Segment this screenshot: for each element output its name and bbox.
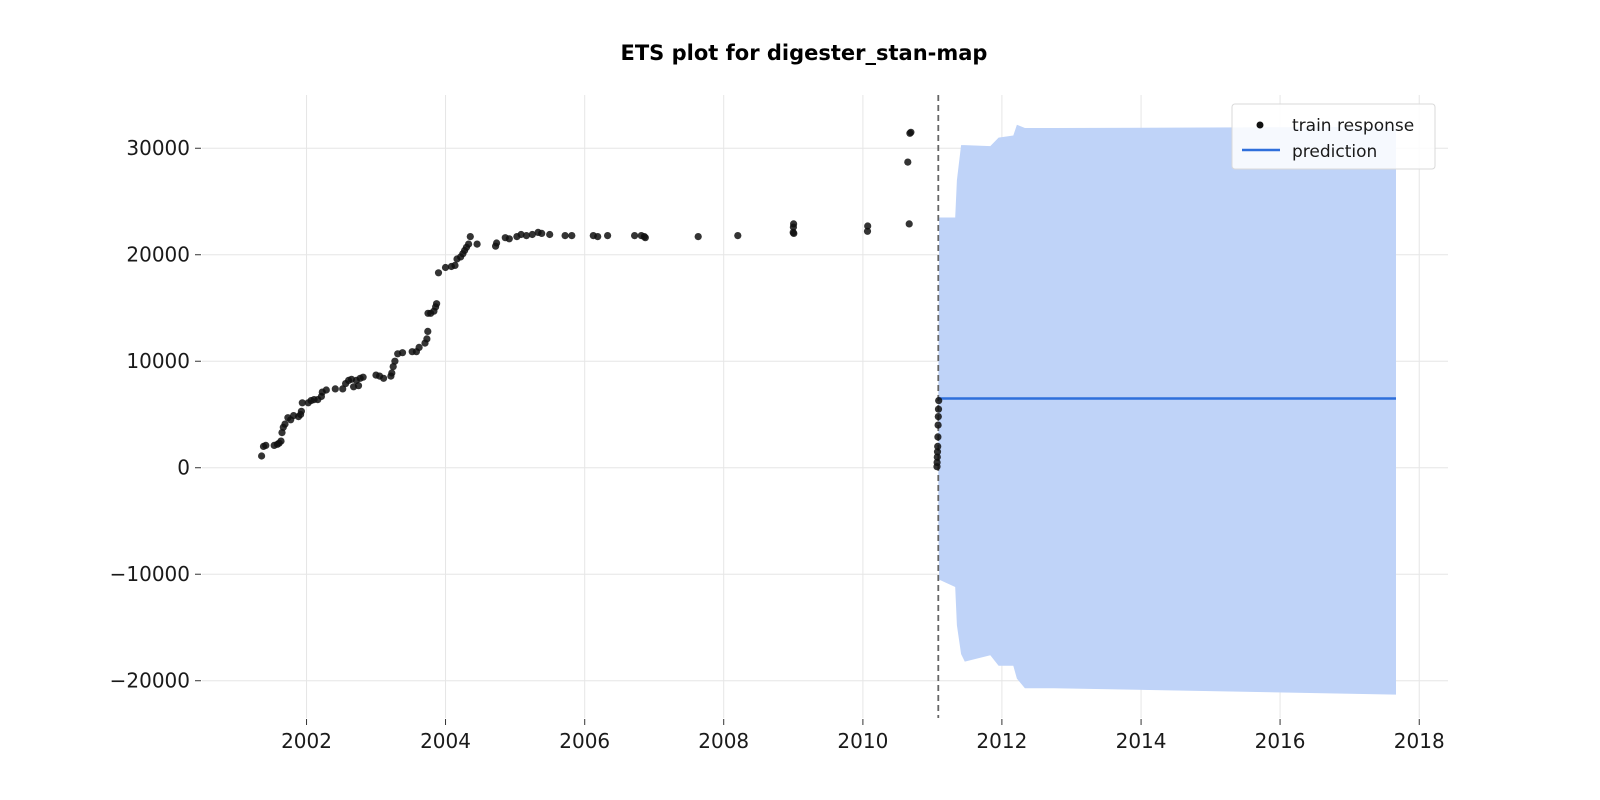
train-point — [277, 437, 285, 445]
train-point — [933, 453, 941, 461]
train-points-layer — [258, 128, 943, 471]
x-tick-label: 2004 — [420, 729, 471, 753]
train-point — [934, 442, 942, 450]
train-point — [631, 232, 639, 240]
train-point — [734, 232, 742, 240]
x-tick-label: 2012 — [976, 729, 1027, 753]
train-point — [933, 448, 942, 456]
train-point — [934, 421, 942, 429]
y-tick-label: 10000 — [126, 349, 190, 373]
y-tick-label: −20000 — [110, 669, 190, 693]
train-point — [322, 386, 330, 394]
prediction-interval-band — [938, 124, 1396, 695]
y-tick-label: 30000 — [126, 136, 190, 160]
x-tick-label: 2014 — [1116, 729, 1167, 753]
train-point — [281, 420, 289, 428]
prediction-interval-layer — [938, 124, 1396, 695]
train-point — [934, 413, 942, 421]
train-point — [466, 233, 474, 241]
train-point — [864, 222, 872, 230]
x-tick-label: 2008 — [698, 729, 749, 753]
train-point — [258, 452, 266, 460]
train-point — [424, 327, 432, 335]
train-point — [391, 357, 399, 365]
y-tick-label: 20000 — [126, 243, 190, 267]
legend-box — [1231, 103, 1436, 170]
train-point — [423, 335, 431, 343]
train-point — [380, 374, 388, 382]
x-tick-label: 2010 — [837, 729, 888, 753]
train-point — [790, 229, 798, 237]
train-point — [388, 369, 396, 377]
train-point — [262, 441, 270, 449]
train-point — [641, 234, 649, 242]
train-point — [505, 235, 513, 243]
train-point — [907, 128, 915, 136]
train-point — [561, 232, 569, 240]
train-point — [538, 229, 546, 237]
y-tick-label: 0 — [177, 456, 190, 480]
train-point — [934, 433, 942, 441]
train-point — [546, 230, 554, 239]
train-point — [594, 233, 602, 241]
train-point — [905, 220, 913, 228]
train-point — [297, 407, 305, 415]
legend-train-label: train response — [1292, 116, 1414, 136]
train-point — [904, 158, 912, 166]
train-point — [331, 385, 339, 393]
train-point — [354, 382, 363, 390]
train-point — [465, 240, 473, 248]
train-point — [339, 385, 347, 393]
train-point — [433, 300, 441, 308]
legend: train response prediction — [1231, 103, 1436, 170]
train-point — [568, 232, 576, 240]
y-tick-label: −10000 — [110, 562, 190, 586]
train-point — [694, 233, 702, 241]
legend-prediction-label: prediction — [1292, 142, 1377, 162]
train-point — [935, 397, 943, 405]
train-point — [451, 261, 459, 269]
train-point — [790, 220, 798, 228]
axis-layer: −20000 −10000 0 10000 20000 30000 2002 2004 2006… — [110, 136, 1445, 753]
x-tick-label: 2002 — [281, 729, 332, 753]
train-point — [933, 458, 941, 466]
train-point — [441, 263, 450, 272]
train-point — [522, 232, 531, 240]
train-point — [398, 349, 407, 357]
train-point — [863, 227, 872, 235]
legend-train-marker — [1256, 121, 1264, 129]
train-point — [298, 399, 306, 407]
chart-title: ETS plot for digester_stan-map — [621, 41, 988, 65]
train-point — [359, 373, 367, 381]
x-tick-label: 2006 — [559, 729, 610, 753]
train-point — [473, 240, 481, 248]
train-point — [493, 239, 501, 247]
train-point — [934, 405, 943, 413]
train-point — [528, 230, 536, 239]
x-tick-label: 2018 — [1394, 729, 1445, 753]
x-tick-label: 2016 — [1255, 729, 1306, 753]
train-point — [415, 343, 423, 351]
train-point — [389, 363, 397, 371]
train-point — [604, 232, 612, 240]
train-point — [434, 269, 443, 277]
